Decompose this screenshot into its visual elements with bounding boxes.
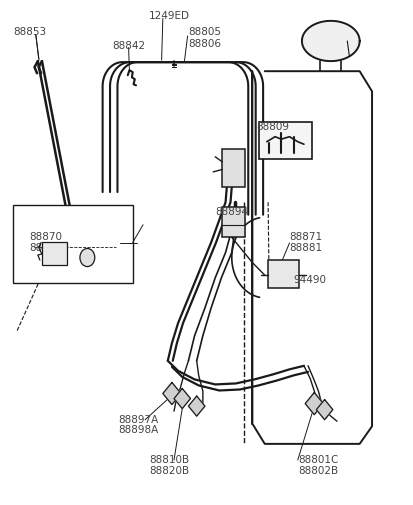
Polygon shape [188,396,204,416]
Circle shape [80,248,95,267]
Polygon shape [173,388,190,409]
Text: 88870: 88870 [29,232,62,242]
Text: 88802B: 88802B [297,466,337,476]
Text: 88810B: 88810B [149,455,189,465]
Text: 88894: 88894 [215,207,248,217]
Bar [222,207,244,237]
Bar [42,242,66,265]
Polygon shape [162,382,180,405]
Text: 88880: 88880 [29,243,62,254]
Text: 88881: 88881 [289,243,322,254]
Text: 88809: 88809 [256,122,289,132]
Text: 88842: 88842 [112,41,145,51]
Text: 88871: 88871 [289,232,322,242]
Text: 88806: 88806 [188,38,221,48]
Text: 88853: 88853 [13,27,46,37]
Text: 88805: 88805 [188,27,221,37]
Polygon shape [301,21,359,61]
Polygon shape [304,392,323,415]
Text: 88898A: 88898A [118,425,158,435]
Text: 88897A: 88897A [118,415,158,425]
Polygon shape [316,399,332,420]
Bar [13,205,133,283]
Text: 94490: 94490 [293,275,326,285]
Text: 88801C: 88801C [297,455,337,465]
Text: 88820B: 88820B [149,466,189,476]
Bar [222,149,244,187]
Text: 1249ED: 1249ED [149,11,190,21]
Bar [258,122,311,160]
Bar [268,260,298,288]
